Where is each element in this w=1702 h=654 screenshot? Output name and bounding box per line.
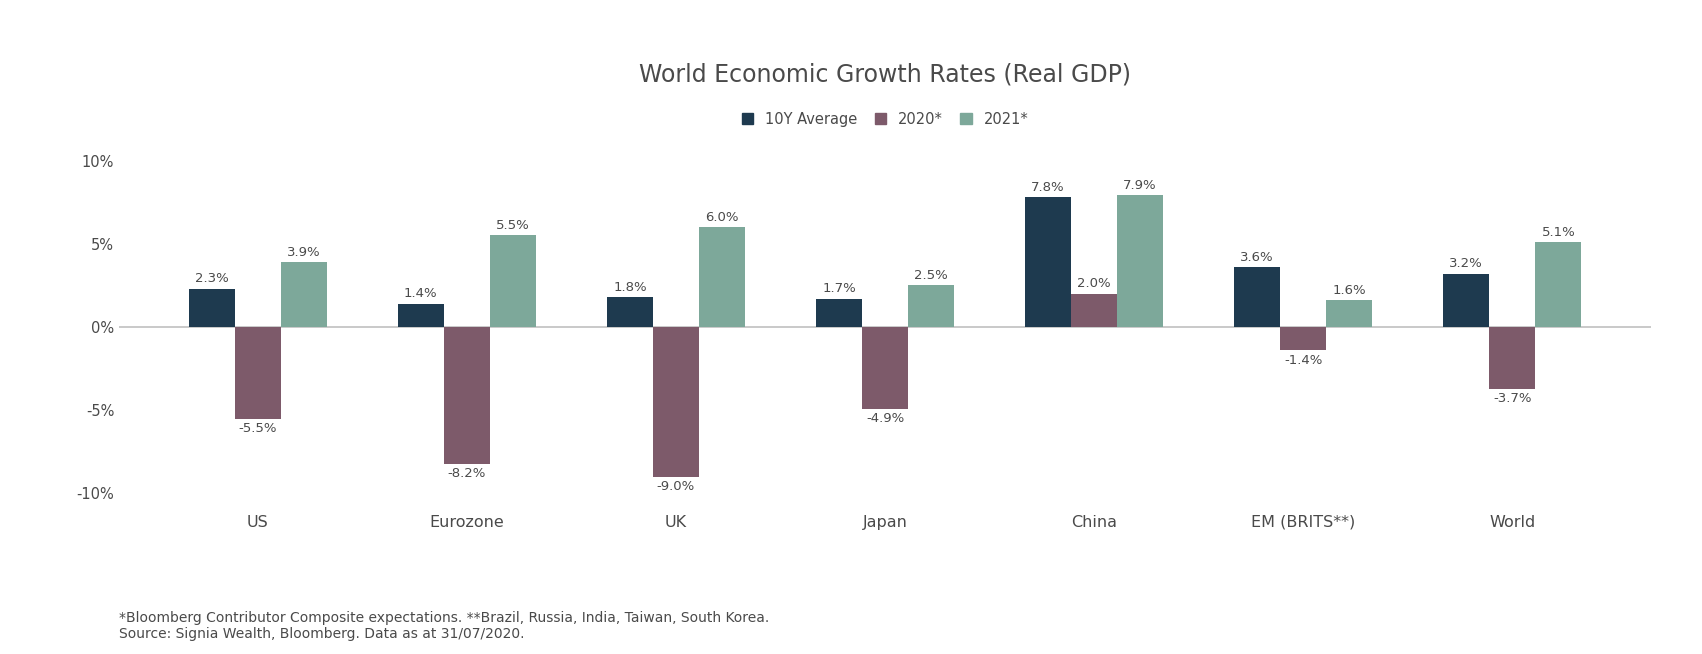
Text: -3.7%: -3.7% <box>1493 392 1532 405</box>
Bar <box>909 285 955 327</box>
Bar <box>1535 242 1581 327</box>
Bar <box>1025 197 1071 327</box>
Text: 3.2%: 3.2% <box>1450 258 1482 270</box>
Text: -9.0%: -9.0% <box>657 480 694 493</box>
Bar <box>815 299 861 327</box>
Bar <box>608 297 654 327</box>
Text: 6.0%: 6.0% <box>705 211 739 224</box>
Text: 7.8%: 7.8% <box>1031 181 1065 194</box>
Text: -1.4%: -1.4% <box>1283 354 1322 367</box>
Title: World Economic Growth Rates (Real GDP): World Economic Growth Rates (Real GDP) <box>638 62 1132 86</box>
Text: 5.5%: 5.5% <box>495 219 529 232</box>
Text: 2.5%: 2.5% <box>914 269 948 282</box>
Bar <box>1071 294 1117 327</box>
Text: 3.6%: 3.6% <box>1241 250 1275 264</box>
Bar <box>1234 267 1280 327</box>
Bar <box>398 303 444 327</box>
Text: 1.4%: 1.4% <box>403 287 437 300</box>
Text: 2.3%: 2.3% <box>196 272 228 285</box>
Text: -8.2%: -8.2% <box>448 467 487 480</box>
Bar <box>1443 274 1489 327</box>
Text: 7.9%: 7.9% <box>1123 179 1157 192</box>
Text: 5.1%: 5.1% <box>1542 226 1574 239</box>
Bar <box>654 327 700 477</box>
Bar <box>1326 300 1372 327</box>
Text: 2.0%: 2.0% <box>1077 277 1111 290</box>
Text: 1.7%: 1.7% <box>822 283 856 296</box>
Bar <box>700 227 745 327</box>
Bar <box>235 327 281 419</box>
Text: -4.9%: -4.9% <box>866 412 904 425</box>
Bar <box>281 262 327 327</box>
Bar <box>444 327 490 464</box>
Text: 1.6%: 1.6% <box>1333 284 1367 297</box>
Bar <box>1489 327 1535 388</box>
Text: *Bloomberg Contributor Composite expectations. **Brazil, Russia, India, Taiwan, : *Bloomberg Contributor Composite expecta… <box>119 611 769 641</box>
Text: 1.8%: 1.8% <box>613 281 647 294</box>
Bar <box>1280 327 1326 351</box>
Text: -5.5%: -5.5% <box>238 422 277 435</box>
Bar <box>1117 196 1162 327</box>
Bar <box>861 327 909 409</box>
Bar <box>189 288 235 327</box>
Text: 3.9%: 3.9% <box>288 246 320 259</box>
Bar <box>490 235 536 327</box>
Legend: 10Y Average, 2020*, 2021*: 10Y Average, 2020*, 2021* <box>737 107 1033 131</box>
